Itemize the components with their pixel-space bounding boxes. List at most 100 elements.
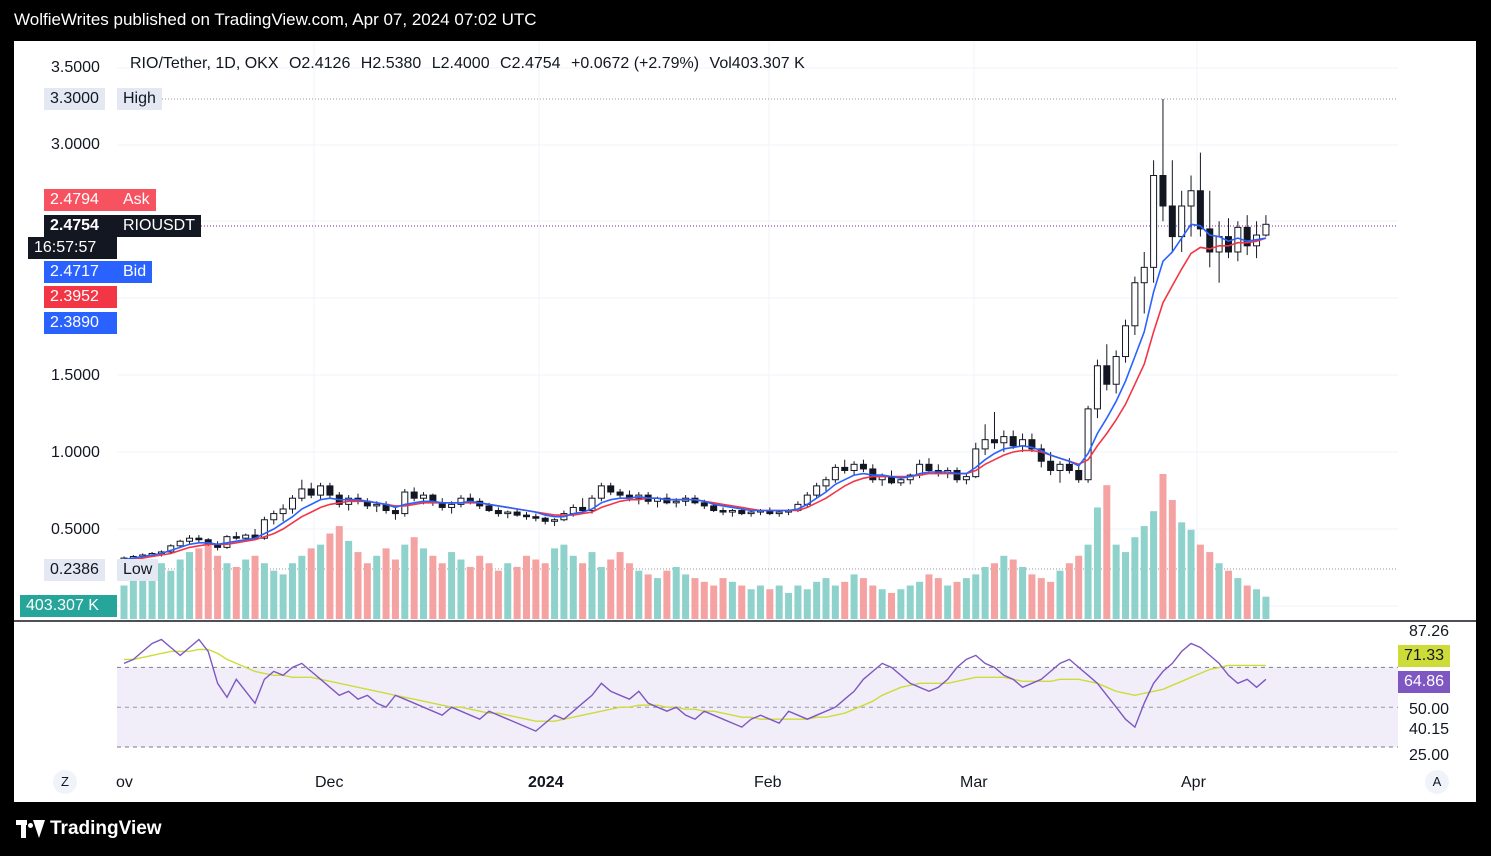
volume-bar xyxy=(560,544,568,619)
volume-bars xyxy=(120,474,1270,619)
volume-bar xyxy=(822,578,830,619)
candle-body xyxy=(981,439,989,450)
volume-bar xyxy=(1206,552,1214,619)
candle-body xyxy=(579,506,587,512)
volume-bar xyxy=(176,559,184,619)
volume-bar xyxy=(1103,485,1111,619)
footer-brand: TradingView xyxy=(50,818,162,839)
volume-bar xyxy=(1224,570,1232,619)
volume-bar xyxy=(345,540,353,619)
high-value: H2.5380 xyxy=(360,55,422,72)
volume-bar xyxy=(1150,511,1158,619)
volume-bar xyxy=(663,570,671,619)
volume-bar xyxy=(1112,544,1120,619)
volume-bar xyxy=(1075,555,1083,619)
volume-bar xyxy=(522,555,530,619)
candle-body xyxy=(1009,436,1017,447)
volume-bar xyxy=(326,533,334,619)
grid-lines xyxy=(14,41,1476,622)
price-label-3-5: 3.5000 xyxy=(51,59,100,76)
volume-bar xyxy=(457,559,465,619)
volume-bar xyxy=(129,578,137,619)
volume-bar xyxy=(1243,585,1251,619)
volume-bar xyxy=(438,563,446,619)
volume-bar xyxy=(1037,578,1045,619)
candle-body xyxy=(841,466,849,471)
candle-body xyxy=(953,469,961,481)
time-label-nov: ov xyxy=(116,774,133,791)
volume-bar xyxy=(569,555,577,619)
candle-body xyxy=(822,479,830,487)
price-label-1-0: 1.0000 xyxy=(51,444,100,461)
volume-bar xyxy=(1168,500,1176,619)
volume-bar xyxy=(485,563,493,619)
volume-bar xyxy=(317,544,325,619)
chart-panel: RIO/Tether, 1D, OKX O2.4126 H2.5380 L2.4… xyxy=(14,41,1476,802)
candles xyxy=(120,99,1270,562)
volume-bar xyxy=(157,563,165,619)
candle-body xyxy=(1178,205,1186,238)
volume-bar xyxy=(251,555,259,619)
price-label-3-0: 3.0000 xyxy=(51,136,100,153)
candle-body xyxy=(522,514,530,518)
candle-body xyxy=(925,463,933,471)
volume-bar xyxy=(962,578,970,619)
candle-body xyxy=(1187,190,1195,207)
candle-body xyxy=(532,516,540,519)
volume-bar xyxy=(794,585,802,619)
candle-body xyxy=(672,500,680,504)
candle-body xyxy=(1000,436,1008,444)
candle-body xyxy=(1122,325,1130,358)
volume-bar xyxy=(869,585,877,619)
volume-bar xyxy=(654,578,662,619)
volume-bar xyxy=(934,578,942,619)
candle-body xyxy=(663,497,671,504)
volume-bar xyxy=(120,585,128,619)
candle-body xyxy=(962,476,970,481)
moving-average-lines xyxy=(123,223,1267,562)
rsi-value-tag: 64.86 xyxy=(1398,671,1451,693)
low-value-tag: 0.2386 xyxy=(44,559,105,581)
volume-bar xyxy=(1187,529,1195,619)
volume-bar xyxy=(448,552,456,619)
volume-bar xyxy=(841,581,849,619)
candle-body xyxy=(270,513,278,521)
candle-body xyxy=(1112,356,1120,385)
candle-body xyxy=(401,491,409,515)
candle-body xyxy=(1243,226,1251,247)
volume-bar xyxy=(513,566,521,619)
volume-bar xyxy=(1196,544,1204,619)
zoom-button[interactable]: Z xyxy=(53,770,77,794)
time-label-mar: Mar xyxy=(960,774,988,791)
candle-body xyxy=(288,497,296,510)
auto-scale-button[interactable]: A xyxy=(1425,770,1449,794)
volume-bar xyxy=(747,589,755,619)
candle-body xyxy=(1103,365,1111,385)
chart-canvas[interactable] xyxy=(14,41,1476,802)
candle-body xyxy=(373,503,381,507)
candle-body xyxy=(457,497,465,505)
volume-bar xyxy=(410,537,418,619)
countdown-tag: 16:57:57 xyxy=(28,237,117,259)
volume-bar xyxy=(1065,563,1073,619)
candle-body xyxy=(1019,439,1027,447)
volume-bar xyxy=(756,585,764,619)
volume-bar xyxy=(1047,581,1055,619)
bid-label-tag: Bid xyxy=(117,261,153,283)
volume-bar xyxy=(1093,507,1101,619)
candle-body xyxy=(298,488,306,499)
time-label-feb: Feb xyxy=(754,774,782,791)
volume-bar xyxy=(1131,537,1139,619)
volume-bar xyxy=(260,563,268,619)
rsi-label-50: 50.00 xyxy=(1409,701,1450,718)
volume-bar xyxy=(691,578,699,619)
volume-bar xyxy=(541,563,549,619)
volume-bar xyxy=(813,581,821,619)
volume-bar xyxy=(242,559,250,619)
volume-bar xyxy=(391,559,399,619)
volume-bar xyxy=(298,555,306,619)
volume-bar xyxy=(850,574,858,619)
volume-bar xyxy=(616,552,624,619)
candle-body xyxy=(1215,236,1223,253)
volume-bar xyxy=(682,574,690,619)
